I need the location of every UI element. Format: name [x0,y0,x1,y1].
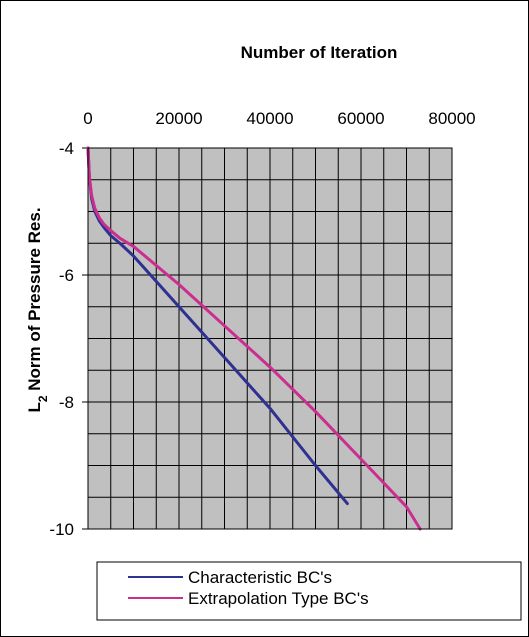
plot-border [87,147,453,530]
x-tick-label: 60000 [337,109,384,128]
y-tick-labels: -4 -6 -8 -10 [49,139,88,539]
legend: Characteristic BC's Extrapolation Type BC… [96,561,522,621]
legend-label-2: Extrapolation Type BC's [188,589,369,608]
y-tick-label: -8 [59,393,74,412]
x-tick-labels: 0 20000 40000 60000 80000 [83,109,475,128]
y-tick-label: -6 [59,266,74,285]
x-tick-label: 0 [83,109,92,128]
series-layer [86,146,422,531]
y-tick-label: -10 [49,520,74,539]
x-tick-label: 20000 [155,109,202,128]
y-axis-label-rest: Norm of Pressure Res. [25,207,44,395]
series-line-2 [86,146,422,531]
chart-title: Number of Iteration [241,43,398,62]
y-tick-label: -4 [59,139,74,158]
legend-label-1: Characteristic BC's [188,568,332,587]
x-tick-label: 80000 [428,109,475,128]
y-axis-label-main: L [25,402,44,412]
x-tick-label: 40000 [246,109,293,128]
gridlines [88,148,452,529]
y-axis-label: L2 Norm of Pressure Res. [25,207,50,412]
y-axis-label-subscript: 2 [36,395,50,402]
legend-box [96,561,522,621]
